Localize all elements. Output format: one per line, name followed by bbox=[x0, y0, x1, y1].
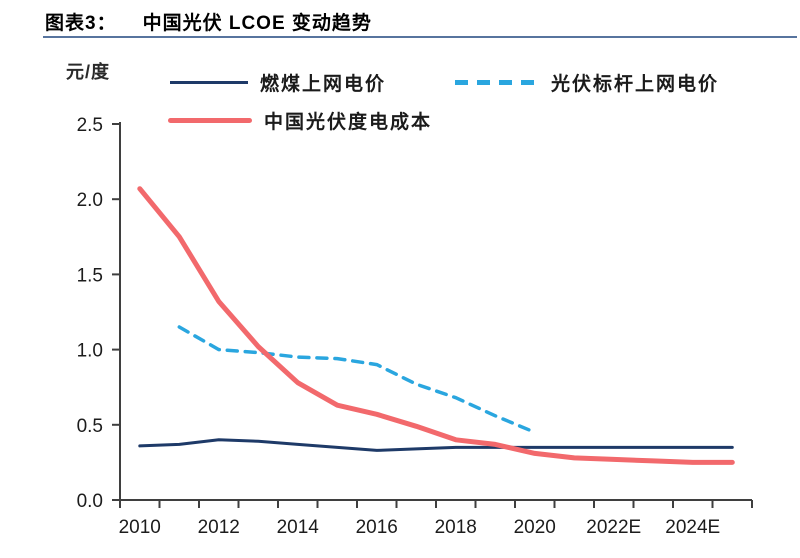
x-tick-label: 2016 bbox=[356, 517, 398, 538]
figure-label: 图表3： bbox=[45, 13, 117, 34]
series-pv-lcoe-line bbox=[137, 186, 735, 465]
x-tick-label: 2014 bbox=[277, 517, 320, 538]
x-tick-label: 2018 bbox=[435, 517, 477, 538]
title-underline bbox=[43, 36, 797, 38]
axis-lines bbox=[119, 122, 752, 501]
y-tick-label: 1.0 bbox=[77, 341, 103, 362]
y-tick-label: 1.5 bbox=[77, 265, 103, 286]
figure-title: 中国光伏 LCOE 变动趋势 bbox=[142, 13, 372, 34]
x-tick-label: 2012 bbox=[198, 517, 240, 538]
legend-item-pv-feed-in-tariff: 光伏标杆上网电价 bbox=[455, 68, 719, 96]
figure-title-row: 图表3： 中国光伏 LCOE 变动趋势 bbox=[45, 8, 372, 35]
legend-item-coal-benchmark: 燃煤上网电价 bbox=[170, 68, 386, 96]
legend-pv-tariff-label: 光伏标杆上网电价 bbox=[551, 73, 720, 95]
legend-pv-tariff-dashed-swatch bbox=[455, 79, 539, 85]
legend-coal-label: 燃煤上网电价 bbox=[260, 73, 387, 95]
x-tick-label: 2022E bbox=[586, 517, 641, 538]
x-tick-label: 2010 bbox=[119, 517, 161, 538]
x-tick-label: 2024E bbox=[665, 517, 720, 538]
series-pv-feed-in-tariff-line bbox=[177, 325, 537, 435]
y-axis-unit-label: 元/度 bbox=[66, 62, 111, 82]
y-tick-label: 2.5 bbox=[77, 115, 103, 136]
y-tick-label: 0.5 bbox=[77, 416, 103, 437]
series-coal-benchmark-line bbox=[138, 438, 734, 452]
legend-pv-lcoe-label: 中国光伏度电成本 bbox=[264, 111, 433, 133]
legend-item-pv-lcoe: 中国光伏度电成本 bbox=[168, 106, 432, 134]
legend-pv-lcoe-line-swatch bbox=[168, 117, 252, 123]
y-tick-label: 0.0 bbox=[77, 491, 103, 512]
legend-coal-line-swatch bbox=[170, 80, 248, 84]
x-tick-label: 2020 bbox=[514, 517, 556, 538]
y-tick-label: 2.0 bbox=[77, 190, 103, 211]
